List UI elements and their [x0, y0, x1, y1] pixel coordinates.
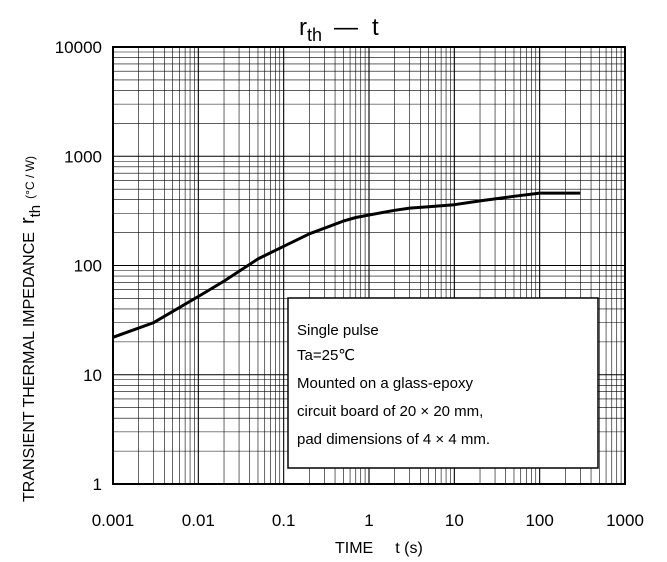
x-tick-label: 0.001 — [92, 511, 135, 530]
annotation-line-1: Single pulse — [297, 322, 379, 339]
x-tick-label: 0.01 — [182, 511, 215, 530]
y-axis-sub: th — [27, 205, 44, 218]
title-dash: — — [334, 14, 358, 41]
y-tick-label: 10 — [83, 366, 102, 385]
x-tick-labels: 0.001 0.01 0.1 1 10 100 1000 — [92, 511, 644, 530]
y-axis-title: TRANSIENT THERMAL IMPEDANCE rth (°C / W) — [17, 156, 44, 502]
title-sub: th — [307, 25, 322, 45]
annotation-line-2: Ta=25℃ — [297, 347, 355, 364]
y-axis-symbol: r — [17, 217, 39, 224]
annotation-line-5: pad dimensions of 4 × 4 mm. — [297, 431, 490, 448]
annotation-box: Single pulse Ta=25℃ Mounted on a glass-e… — [287, 297, 599, 469]
y-tick-label: 100 — [74, 257, 102, 276]
x-axis-unit: t (s) — [395, 540, 423, 557]
y-tick-label: 1 — [93, 475, 102, 494]
x-tick-label: 0.1 — [272, 511, 296, 530]
y-axis-unit: (°C / W) — [23, 156, 37, 199]
title-t: t — [372, 14, 379, 41]
x-tick-label: 1 — [364, 511, 373, 530]
y-axis-label: TRANSIENT THERMAL IMPEDANCE — [21, 232, 38, 502]
annotation-line-3: Mounted on a glass-epoxy — [297, 375, 473, 392]
x-tick-label: 1000 — [606, 511, 644, 530]
annotation-frame — [287, 297, 599, 469]
x-axis-label: TIME — [335, 540, 373, 557]
series-line — [112, 191, 581, 339]
y-tick-label: 10000 — [55, 38, 102, 57]
title-r: r — [299, 14, 307, 41]
y-tick-labels: 1 10 100 1000 10000 — [55, 38, 102, 494]
x-tick-label: 10 — [445, 511, 464, 530]
y-tick-label: 1000 — [64, 147, 102, 166]
chart-title: rth — t — [299, 14, 379, 45]
x-axis-title: TIME t (s) — [335, 540, 423, 557]
annotation-line-4: circuit board of 20 × 20 mm, — [297, 403, 483, 420]
plot-frame — [112, 46, 626, 485]
x-tick-label: 100 — [525, 511, 553, 530]
